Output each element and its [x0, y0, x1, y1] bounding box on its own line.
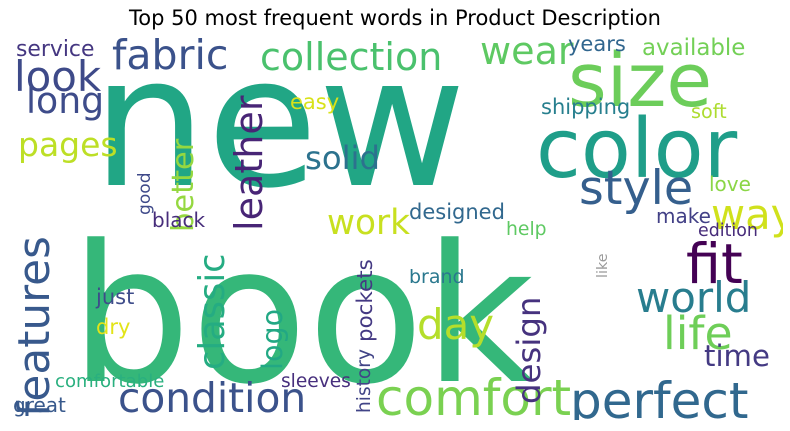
word-service: service [16, 37, 95, 62]
word-fabric: fabric [112, 32, 229, 79]
word-available: available [642, 35, 746, 61]
word-perfect: perfect [570, 371, 749, 420]
word-just: just [96, 285, 135, 309]
word-comfortable: comfortable [55, 371, 165, 392]
word-time: time [704, 339, 770, 374]
word-collection: collection [260, 34, 443, 79]
word-design: design [510, 296, 548, 404]
word-make: make [656, 204, 711, 228]
word-classic: classic [191, 253, 233, 370]
word-shipping: shipping [541, 95, 631, 119]
word-dry: dry [96, 315, 131, 339]
word-brand: brand [409, 265, 465, 288]
word-great: great [13, 393, 66, 417]
word-love: love [709, 172, 751, 196]
word-world: world [636, 273, 752, 322]
word-sleeves: sleeves [281, 370, 351, 392]
word-condition: condition [118, 374, 307, 420]
word-pages: pages [18, 124, 118, 164]
word-leather: leather [227, 95, 271, 232]
word-logo: logo [255, 308, 289, 370]
word-like: like [595, 253, 611, 278]
word-features: features [9, 236, 61, 417]
word-years: years [568, 32, 626, 56]
word-book: book [70, 204, 535, 420]
figure-title: Top 50 most frequent words in Product De… [129, 6, 661, 30]
word-work: work [327, 203, 410, 243]
word-size: size [568, 37, 713, 124]
word-look: look [14, 52, 102, 101]
word-cloud: new book size color perfect condition co… [8, 32, 783, 420]
word-easy: easy [290, 90, 340, 114]
word-edition: edition [698, 220, 758, 241]
word-color: color [536, 102, 738, 198]
word-long: long [26, 79, 105, 122]
word-designed: designed [409, 200, 505, 224]
word-life: life [663, 307, 733, 360]
word-comfort: comfort [376, 369, 572, 420]
word-style: style [579, 161, 694, 216]
word-help: help [506, 218, 547, 240]
word-history: history [354, 349, 376, 413]
word-day: day [417, 300, 495, 349]
word-wear: wear [480, 32, 574, 73]
word-new: new [92, 32, 467, 228]
word-black: black [152, 208, 206, 232]
word-pockets: pockets [352, 259, 378, 342]
word-solid: solid [305, 139, 381, 178]
word-way: way [711, 190, 783, 240]
word-soft: soft [691, 100, 727, 124]
word-fit: fit [686, 231, 743, 297]
